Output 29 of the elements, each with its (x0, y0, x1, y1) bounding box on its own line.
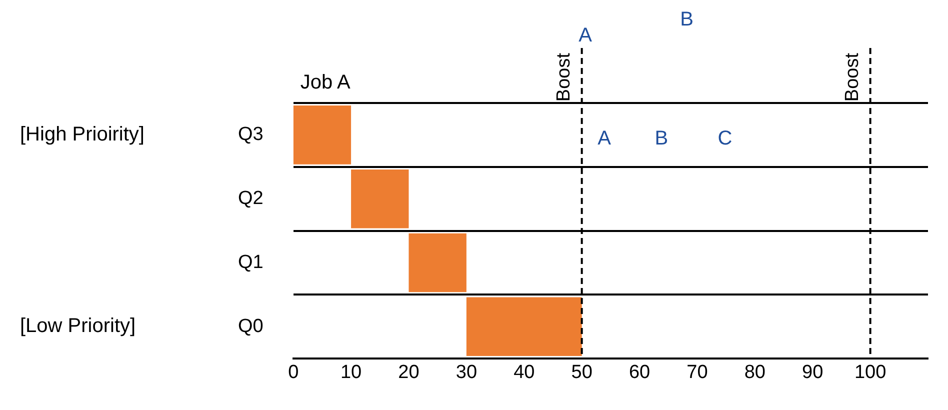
annotation: Job A (300, 72, 352, 94)
x-tick-label: 70 (686, 362, 708, 384)
x-tick-label: 40 (514, 362, 535, 384)
bar (466, 297, 582, 356)
x-tick-label: 60 (628, 362, 650, 384)
y-tick-label: Q3 (238, 124, 264, 146)
bar (293, 106, 352, 164)
ref-line-label: Boost (554, 52, 575, 102)
ref-line-label: Boost (842, 52, 864, 102)
x-tick-label: 10 (340, 362, 362, 384)
x-tick-label: 30 (456, 362, 478, 384)
x-tick-label: 100 (854, 362, 886, 384)
y-tick-label: Q1 (238, 252, 264, 273)
x-tick-label: 20 (398, 362, 420, 384)
annotation: C (718, 128, 732, 150)
x-tick-label: 0 (288, 362, 299, 384)
text: [High Prioirity] (20, 123, 144, 146)
x-tick-label: 50 (571, 362, 592, 384)
bar (408, 233, 466, 292)
x-tick-label: 80 (744, 362, 766, 384)
y-tick-label: Q2 (238, 188, 264, 210)
y-tick-label: Q0 (238, 316, 264, 337)
annotation: A (598, 128, 612, 150)
bar (351, 169, 409, 228)
annotation: B (654, 128, 668, 150)
text: A (578, 24, 593, 47)
text: B (680, 8, 694, 31)
x-tick-label: 90 (802, 362, 824, 384)
text: [Low Priority] (20, 315, 136, 338)
